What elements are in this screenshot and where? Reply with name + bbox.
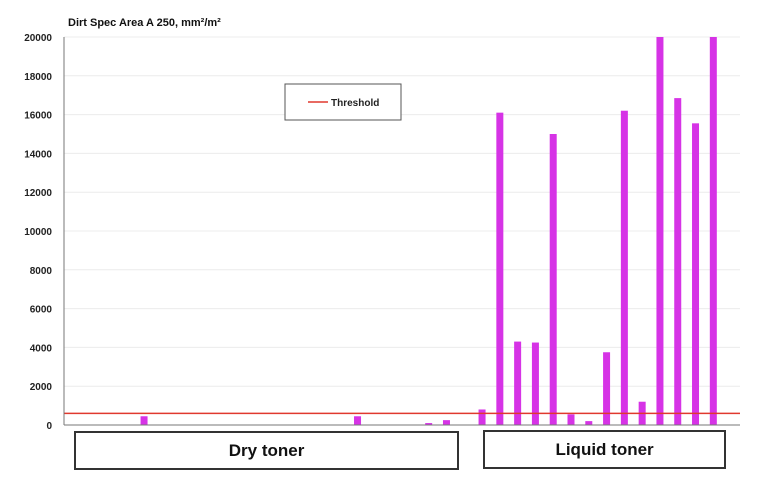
y-tick-label: 2000 (30, 382, 53, 393)
bar (709, 37, 717, 425)
bar (674, 98, 682, 426)
bar (478, 409, 486, 425)
y-tick-label: 0 (46, 421, 52, 432)
bar (354, 416, 362, 425)
y-tick-label: 10000 (24, 227, 52, 238)
y-axis-ticks: 0 2000 4000 6000 8000 10000 12000 14000 16000 180… (24, 33, 52, 432)
bar (620, 110, 628, 425)
bar (656, 37, 664, 425)
bar (549, 134, 557, 425)
bar (585, 421, 593, 425)
legend-box (284, 83, 402, 121)
bar (496, 112, 504, 425)
y-tick-label: 6000 (30, 305, 53, 316)
bar (567, 414, 575, 425)
bar (442, 420, 450, 425)
bar (140, 416, 148, 425)
y-tick-label: 18000 (24, 72, 52, 83)
y-tick-label: 12000 (24, 188, 52, 199)
bars (140, 37, 717, 426)
y-tick-label: 8000 (30, 266, 53, 277)
chart-title: Dirt Spec Area A 250, mm²/m² (68, 17, 221, 29)
gridlines (64, 36, 740, 387)
bar (425, 423, 433, 425)
group-label-dry-toner: Dry toner (74, 431, 460, 470)
y-tick-label: 16000 (24, 111, 52, 122)
bar (692, 123, 700, 425)
y-tick-label: 4000 (30, 343, 53, 354)
y-tick-label: 14000 (24, 149, 52, 160)
bar (514, 341, 522, 425)
bar (531, 342, 539, 425)
legend: Threshold (284, 83, 402, 121)
group-label-liquid-toner: Liquid toner (483, 430, 726, 469)
bar (603, 352, 611, 425)
y-tick-label: 20000 (24, 33, 52, 44)
legend-threshold-label: Threshold (331, 98, 379, 109)
